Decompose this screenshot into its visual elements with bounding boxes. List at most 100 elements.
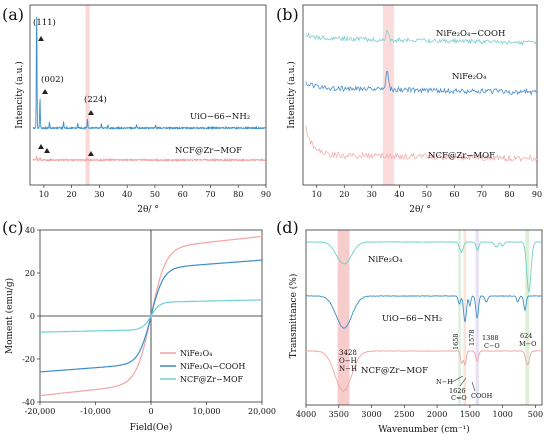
panel-b-xticks: 10 20 30 40 50 60 70 80 90 (312, 185, 542, 199)
panel-b-x-ticklabel-10: 10 (312, 190, 322, 199)
panel-a-series-ncf-label: NCF@Zr−MOF (175, 146, 242, 156)
panel-d-x-ticklabel-2500: 2500 (394, 410, 414, 419)
panel-a-xticks: 10 20 30 40 50 60 70 80 90 (39, 185, 271, 199)
panel-d-series-uio66-label: UiO−66−NH₂ (382, 314, 442, 324)
panel-a-x-ticklabel-90: 90 (261, 190, 271, 199)
panel-a: (a) 10 20 30 40 50 60 70 80 90 2θ/ ° Intencity (… (2, 4, 271, 215)
panel-c-x-ticklabel-20000: 20,000 (248, 407, 276, 416)
panel-c: (c) -20,000 -10,000 0 10,000 20,000 -40 -20 0 2… (2, 218, 276, 433)
panel-a-x-ticklabel-50: 50 (150, 190, 160, 199)
annotation-co: C−O (484, 342, 500, 350)
panel-b-xlabel: 2θ/ ° (409, 205, 431, 215)
panel-d-x-ticklabel-500: 500 (528, 410, 543, 419)
panel-b-x-ticklabel-30: 30 (367, 190, 377, 199)
panel-d-x-ticklabel-1000: 1000 (492, 410, 512, 419)
annotation-nh: N−H (339, 365, 357, 373)
panel-b-label: (b) (276, 5, 299, 24)
panel-a-x-ticklabel-70: 70 (205, 190, 215, 199)
panel-a-series-uio66-label: UiO−66−NH₂ (190, 112, 250, 122)
panel-b-frame (302, 4, 538, 186)
peak-label-111: (111) (33, 17, 56, 28)
panel-b-x-ticklabel-70: 70 (477, 190, 487, 199)
panel-c-x-ticklabel-0: 0 (148, 407, 153, 416)
panel-d-x-ticklabel-3000: 3000 (361, 410, 381, 419)
panel-a-x-ticklabel-20: 20 (67, 190, 77, 199)
annotation-1578: 1578 (468, 329, 476, 346)
band-1658 (458, 230, 461, 405)
panel-a-series-ncf (32, 155, 266, 163)
panel-a-series-uio66 (32, 16, 266, 131)
panel-d-frame (305, 229, 543, 406)
panel-a-label: (a) (2, 5, 24, 24)
annotation-624: 624 (520, 332, 532, 340)
marker-club-ncf-3 (88, 151, 94, 156)
panel-b-x-ticklabel-20: 20 (339, 190, 349, 199)
annotation-3428: 3428 (339, 349, 357, 357)
peak-label-002: (002) (41, 74, 64, 85)
panel-a-x-ticklabel-30: 30 (94, 190, 104, 199)
panel-a-x-ticklabel-10: 10 (39, 190, 49, 199)
panel-d-x-ticklabel-3500: 3500 (329, 410, 349, 419)
panel-b-series-nife2o4-label: NiFe₂O₄ (452, 72, 487, 82)
arrow-nh (451, 375, 464, 383)
panel-b-series-ncf (305, 125, 538, 163)
marker-club-111 (38, 36, 44, 41)
panel-b-x-ticklabel-80: 80 (504, 190, 514, 199)
panel-b-x-ticklabel-50: 50 (422, 190, 432, 199)
panel-d: (d) 4000 3500 3000 2500 2000 1500 1000 500 Wave… (276, 218, 543, 435)
panel-c-x-ticklabel-10000: 10,000 (193, 407, 221, 416)
annotation-oh: O−H (339, 357, 357, 365)
panel-c-y-ticklabel-0: 0 (30, 312, 35, 321)
arrow-cooh (471, 381, 476, 392)
panel-a-peak-markers (38, 36, 94, 156)
panel-c-xlabel: Field(Oe) (130, 422, 173, 433)
marker-club-ncf-1 (38, 144, 44, 149)
panel-d-series-uio66 (305, 295, 543, 329)
panel-a-x-ticklabel-40: 40 (122, 190, 132, 199)
annotation-nh-lower: N−H (436, 378, 453, 386)
panel-d-series-ncf-label: NCF@Zr−MOF (361, 366, 428, 376)
panel-d-series-nife2o4-label: NiFe₂O₄ (368, 255, 403, 265)
panel-c-y-ticklabel-20: 20 (25, 269, 35, 278)
panel-b-ylabel: Intencity (a.u.) (286, 61, 297, 128)
legend-label-nife2o4: NiFe₂O₄ (180, 349, 212, 358)
annotation-1658: 1658 (452, 333, 460, 350)
peak-label-224: (224) (84, 94, 107, 105)
panel-d-label: (d) (276, 218, 299, 237)
panel-a-ylabel: Intencity (a.u.) (14, 61, 25, 128)
panel-d-series-nife2o4 (305, 241, 543, 293)
panel-a-xlabel: 2θ/ ° (137, 205, 159, 215)
panel-b-x-ticklabel-90: 90 (532, 190, 542, 199)
legend-label-ncf: NCF@Zr−MOF (180, 375, 244, 384)
panel-b-x-ticklabel-60: 60 (449, 190, 459, 199)
arrow-1626 (459, 377, 467, 387)
panel-c-series-ncf (40, 299, 262, 333)
annotation-mo: M−O (519, 340, 536, 348)
panel-a-highlight-band (85, 5, 90, 185)
panel-b-series-ncf-label: NCF@Zr−MOF (428, 151, 495, 161)
panel-d-series-ncf (305, 350, 543, 392)
panel-b-x-ticklabel-40: 40 (394, 190, 404, 199)
band-3428 (337, 230, 350, 405)
panel-d-xlabel: Wavenumber (cm⁻¹) (378, 424, 470, 435)
panel-d-annotation-arrows (451, 375, 476, 392)
band-624 (525, 230, 530, 405)
panel-c-y-ticklabel-40: 40 (25, 226, 35, 235)
panel-c-yticks: -40 -20 0 20 40 (22, 226, 40, 407)
panel-c-y-ticklabel--40: -40 (22, 398, 35, 407)
panel-c-y-ticklabel--20: -20 (22, 355, 35, 364)
panel-c-x-ticklabel--10000: -10,000 (80, 407, 111, 416)
panel-c-x-ticklabel--20000: -20,000 (25, 407, 56, 416)
marker-club-ncf-2 (44, 148, 50, 153)
marker-club-002 (42, 89, 48, 94)
panel-d-x-ticklabel-4000: 4000 (296, 410, 316, 419)
panel-b-series-cooh (305, 29, 538, 46)
panel-b-series-nife2o4 (305, 70, 538, 96)
annotation-cooh: COOH (471, 392, 493, 400)
panel-b-highlight-band (382, 5, 394, 185)
panel-c-xticks: -20,000 -10,000 0 10,000 20,000 (25, 402, 276, 416)
panel-d-xticks: 4000 3500 3000 2500 2000 1500 1000 500 (296, 405, 543, 419)
legend-label-cooh: NiFe₂O₄−COOH (180, 362, 245, 371)
annotation-1388: 1388 (482, 334, 499, 342)
